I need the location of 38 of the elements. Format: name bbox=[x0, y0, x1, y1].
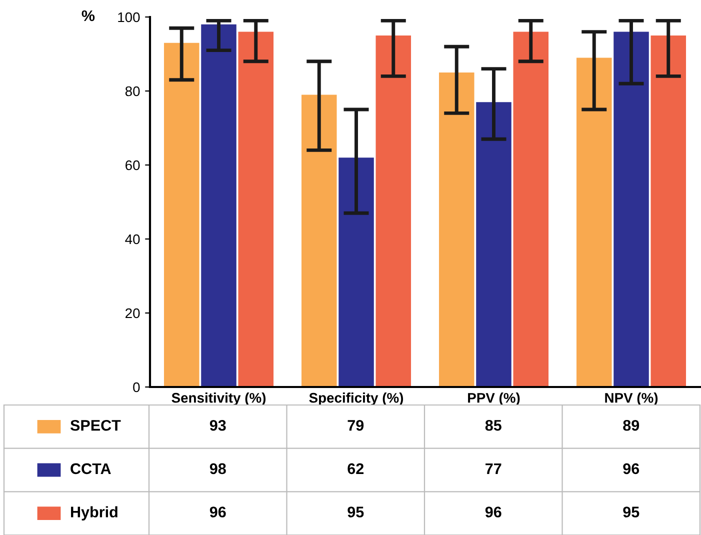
bar bbox=[376, 36, 412, 387]
data-label: 96 bbox=[210, 506, 226, 518]
y-tick-label: 0 bbox=[133, 382, 140, 392]
bar bbox=[650, 36, 686, 387]
data-label: 79 bbox=[348, 420, 364, 431]
data-label: 98 bbox=[210, 463, 226, 474]
data-label: 77 bbox=[486, 463, 502, 474]
bar bbox=[476, 102, 512, 387]
legend-label: Hybrid bbox=[71, 506, 118, 520]
data-label: 85 bbox=[485, 420, 502, 431]
y-tick-label: 20 bbox=[126, 308, 140, 318]
bar bbox=[164, 42, 200, 387]
y-axis-title: % bbox=[82, 10, 95, 22]
y-tick-label: 60 bbox=[126, 160, 140, 170]
data-label: 95 bbox=[623, 506, 640, 518]
bar bbox=[338, 158, 374, 387]
data-label: 93 bbox=[210, 420, 226, 431]
data-label: 96 bbox=[485, 506, 502, 518]
bar bbox=[513, 32, 549, 387]
bar bbox=[301, 94, 337, 387]
x-tick-label: NPV (%) bbox=[605, 392, 658, 406]
x-tick-label: Specificity (%) bbox=[309, 392, 404, 406]
y-tick-label: 40 bbox=[125, 234, 140, 244]
x-tick-label: Sensitivity (%) bbox=[172, 392, 266, 406]
data-label: 96 bbox=[623, 463, 640, 474]
bar bbox=[201, 24, 236, 387]
bar bbox=[438, 72, 474, 387]
y-tick-label: 80 bbox=[125, 86, 140, 96]
data-label: 89 bbox=[623, 420, 640, 431]
bar bbox=[576, 58, 612, 387]
legend-label: SPECT bbox=[70, 420, 121, 431]
legend-label: CCTA bbox=[70, 463, 111, 474]
x-tick-label: PPV (%) bbox=[468, 392, 520, 406]
bar bbox=[614, 32, 649, 387]
bar bbox=[238, 32, 274, 387]
y-tick-label: 100 bbox=[118, 12, 140, 22]
data-label: 95 bbox=[348, 506, 364, 518]
data-label: 62 bbox=[348, 463, 364, 474]
